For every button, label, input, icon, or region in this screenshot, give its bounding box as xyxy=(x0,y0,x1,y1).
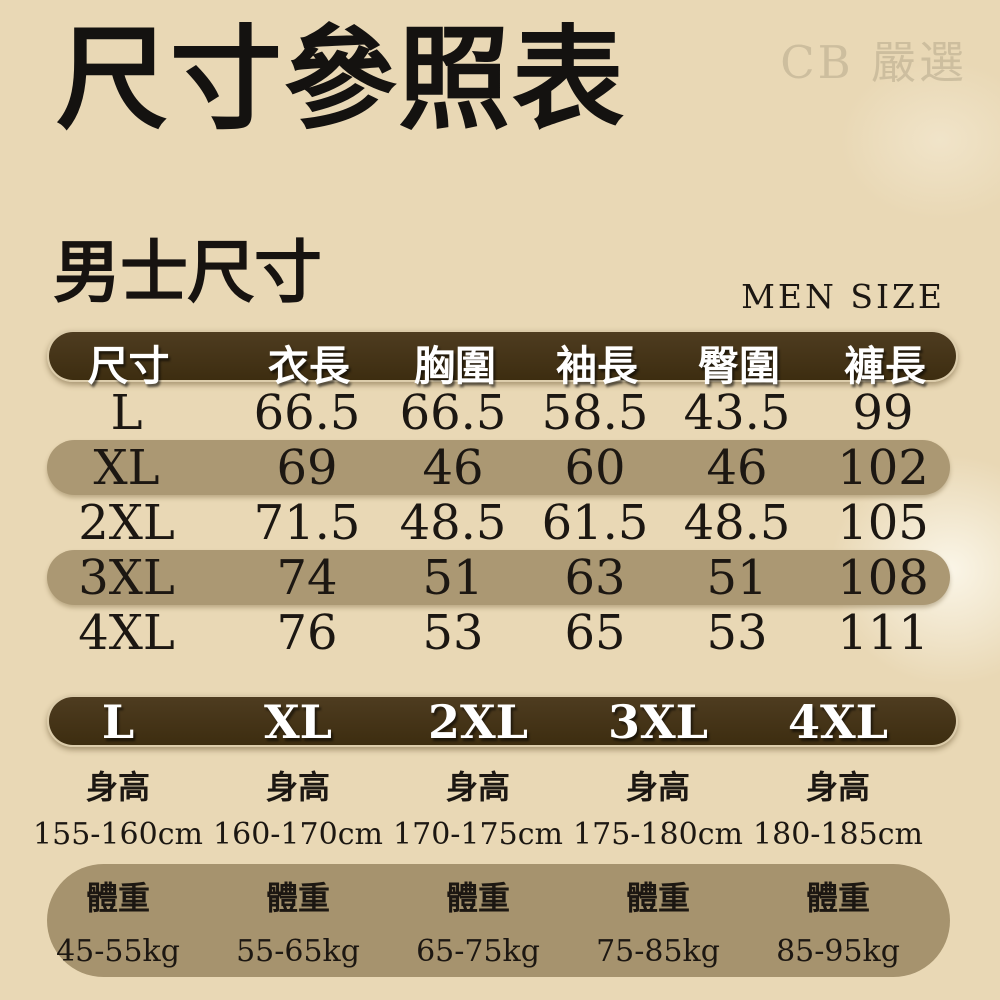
weight-cell: 體重 85-95kg xyxy=(748,873,928,969)
measurement-value: 53 xyxy=(706,605,768,661)
size-label: 2XL xyxy=(78,495,175,551)
measurement-value: 65 xyxy=(564,605,626,661)
weight-value: 55-65kg xyxy=(236,933,360,969)
measurement-value: 71.5 xyxy=(253,495,361,551)
weight-value: 85-95kg xyxy=(776,933,900,969)
column-header: 臀圍 xyxy=(698,342,780,390)
height-cell: 身高 160-170cm xyxy=(208,762,388,852)
measurement-value: 48.5 xyxy=(399,495,507,551)
column-header: 胸圍 xyxy=(414,342,496,390)
weight-band xyxy=(47,864,950,977)
height-cell: 身高 180-185cm xyxy=(748,762,928,852)
measurement-value: 74 xyxy=(276,550,338,606)
table-row: XL 69 46 60 46 102 xyxy=(47,440,950,496)
column-header: 尺寸 xyxy=(87,342,170,390)
measurement-value: 69 xyxy=(276,440,338,496)
measurement-value: 53 xyxy=(422,605,484,661)
weight-cell: 體重 75-85kg xyxy=(568,873,748,969)
table-row: 3XL 74 51 63 51 108 xyxy=(47,550,950,606)
weight-value: 75-85kg xyxy=(596,933,720,969)
measurement-value: 111 xyxy=(837,605,929,661)
measurement-table-body: L 66.5 66.5 58.5 43.5 99 XL 69 46 60 46 102 2XL 71.5 4… xyxy=(47,385,958,661)
weight-cell: 體重 45-55kg xyxy=(28,873,208,969)
section-subtitle: MEN SIZE xyxy=(741,277,945,316)
height-cell: 身高 175-180cm xyxy=(568,762,748,852)
size-label: XL xyxy=(93,440,160,496)
measurement-value: 66.5 xyxy=(399,385,507,441)
height-value: 170-175cm xyxy=(393,817,563,852)
height-row: 身高 155-160cm 身高 160-170cm 身高 170-175cm 身高 175-1… xyxy=(28,762,928,852)
measurement-value: 58.5 xyxy=(541,385,649,441)
weight-cell: 體重 55-65kg xyxy=(208,873,388,969)
table-row: 4XL 76 53 65 53 111 xyxy=(47,605,958,661)
height-label: 身高 xyxy=(85,768,150,806)
weight-cell: 體重 65-75kg xyxy=(388,873,568,969)
size-header: XL xyxy=(263,695,333,749)
weight-label: 體重 xyxy=(445,878,510,917)
height-cell: 身高 155-160cm xyxy=(28,762,208,852)
height-label: 身高 xyxy=(445,768,510,806)
measurement-value: 51 xyxy=(422,550,484,606)
height-value: 180-185cm xyxy=(753,817,923,852)
weight-label: 體重 xyxy=(625,878,690,917)
height-label: 身高 xyxy=(265,768,330,806)
weight-value: 45-55kg xyxy=(56,933,180,969)
measurement-value: 63 xyxy=(564,550,626,606)
measurement-value: 99 xyxy=(852,385,914,441)
measurement-value: 48.5 xyxy=(683,495,791,551)
weight-label: 體重 xyxy=(85,878,150,917)
column-header: 袖長 xyxy=(556,342,638,390)
column-header: 衣長 xyxy=(268,342,350,390)
height-value: 155-160cm xyxy=(33,817,203,852)
measurement-value: 51 xyxy=(706,550,768,606)
size-label: L xyxy=(110,385,143,441)
column-header: 褲長 xyxy=(844,342,926,390)
height-label: 身高 xyxy=(805,768,870,806)
table-row: 2XL 71.5 48.5 61.5 48.5 105 xyxy=(47,495,958,551)
table-row: L 66.5 66.5 58.5 43.5 99 xyxy=(47,385,958,441)
size-label: 4XL xyxy=(78,605,175,661)
measurement-value: 60 xyxy=(564,440,626,496)
height-value: 160-170cm xyxy=(213,817,383,852)
measurement-value: 105 xyxy=(837,495,929,551)
measurement-value: 108 xyxy=(837,550,929,606)
size-header: L xyxy=(101,695,135,749)
measurement-value: 76 xyxy=(276,605,338,661)
measurement-value: 61.5 xyxy=(541,495,649,551)
sizes-header-row: L XL 2XL 3XL 4XL xyxy=(28,695,928,749)
size-header: 4XL xyxy=(787,695,889,749)
weight-value: 65-75kg xyxy=(416,933,540,969)
page-title: 尺寸參照表 xyxy=(56,14,626,145)
weight-label: 體重 xyxy=(265,878,330,917)
sizes-header-bar xyxy=(47,695,958,747)
size-label: 3XL xyxy=(78,550,175,606)
section-title: 男士尺寸 xyxy=(53,233,322,313)
size-header: 3XL xyxy=(607,695,709,749)
height-value: 175-180cm xyxy=(573,817,743,852)
measurement-value: 43.5 xyxy=(683,385,791,441)
measurement-table-header: 尺寸 衣長 胸圍 袖長 臀圍 褲長 xyxy=(47,330,958,390)
measurement-value: 66.5 xyxy=(253,385,361,441)
brand-watermark: CB 嚴選 xyxy=(780,36,967,89)
measurement-value: 102 xyxy=(837,440,929,496)
weight-row: 體重 45-55kg 體重 55-65kg 體重 65-75kg 體重 75-85kg 體重 85… xyxy=(28,864,928,977)
height-cell: 身高 170-175cm xyxy=(388,762,568,852)
weight-label: 體重 xyxy=(805,878,870,917)
size-header: 2XL xyxy=(427,695,529,749)
height-label: 身高 xyxy=(625,768,690,806)
measurement-value: 46 xyxy=(422,440,484,496)
measurement-value: 46 xyxy=(706,440,768,496)
